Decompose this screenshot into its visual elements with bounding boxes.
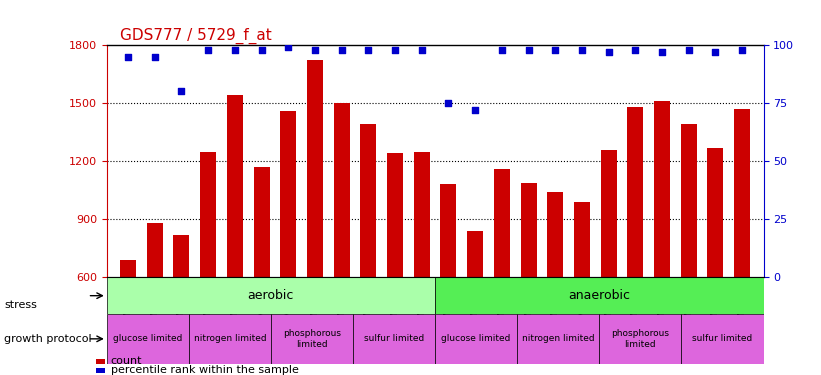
Point	[602, 49, 615, 55]
Point	[576, 46, 589, 53]
Bar	[107, 314, 189, 364]
Text: GDS777 / 5729_f_at: GDS777 / 5729_f_at	[120, 27, 272, 44]
Text: glucose limited: glucose limited	[113, 334, 182, 344]
Bar	[734, 109, 750, 375]
Bar	[441, 184, 456, 375]
Point	[522, 46, 535, 53]
Text: nitrogen limited: nitrogen limited	[194, 334, 266, 344]
Text: aerobic: aerobic	[248, 289, 294, 302]
Text: nitrogen limited: nitrogen limited	[522, 334, 594, 344]
Point	[736, 46, 749, 53]
Bar	[414, 152, 429, 375]
Point	[282, 44, 295, 50]
Bar	[147, 223, 163, 375]
Point	[122, 54, 135, 60]
Bar	[227, 95, 243, 375]
Text: sulfur limited: sulfur limited	[692, 334, 753, 344]
Point	[469, 107, 482, 113]
Bar	[467, 231, 484, 375]
Bar	[280, 111, 296, 375]
Bar	[120, 260, 136, 375]
Text: growth protocol: growth protocol	[4, 334, 92, 344]
Point	[495, 46, 508, 53]
Text: phosphorous
limited: phosphorous limited	[612, 329, 669, 348]
Text: count: count	[111, 356, 142, 366]
Bar	[333, 103, 350, 375]
Point	[442, 100, 455, 106]
Point	[415, 46, 429, 53]
Text: anaerobic: anaerobic	[568, 289, 631, 302]
Point	[335, 46, 348, 53]
Bar	[189, 314, 271, 364]
Bar	[494, 169, 510, 375]
Point	[362, 46, 375, 53]
Bar	[681, 124, 697, 375]
Bar	[254, 167, 269, 375]
Bar	[601, 150, 617, 375]
Bar	[599, 314, 681, 364]
Point	[149, 54, 162, 60]
Text: glucose limited: glucose limited	[442, 334, 511, 344]
Point	[228, 46, 241, 53]
Point	[255, 46, 268, 53]
Bar	[574, 202, 590, 375]
Bar	[200, 152, 216, 375]
Text: percentile rank within the sample: percentile rank within the sample	[111, 365, 299, 375]
Bar	[548, 192, 563, 375]
Point	[629, 46, 642, 53]
Bar	[307, 60, 323, 375]
Bar	[681, 314, 764, 364]
Bar	[435, 278, 764, 314]
Point	[388, 46, 401, 53]
Point	[682, 46, 695, 53]
Point	[655, 49, 668, 55]
Bar	[627, 107, 644, 375]
Bar	[107, 278, 435, 314]
Bar	[360, 124, 376, 375]
Point	[709, 49, 722, 55]
Bar	[521, 183, 537, 375]
Point	[309, 46, 322, 53]
Bar	[271, 314, 353, 364]
Bar	[387, 153, 403, 375]
Bar	[173, 235, 190, 375]
Bar	[517, 314, 599, 364]
Text: sulfur limited: sulfur limited	[364, 334, 424, 344]
Bar	[708, 148, 723, 375]
Text: phosphorous
limited: phosphorous limited	[283, 329, 341, 348]
Point	[202, 46, 215, 53]
Bar	[654, 101, 670, 375]
Point	[175, 88, 188, 94]
Text: stress: stress	[4, 300, 37, 309]
Bar	[435, 314, 517, 364]
Bar	[353, 314, 435, 364]
Point	[548, 46, 562, 53]
